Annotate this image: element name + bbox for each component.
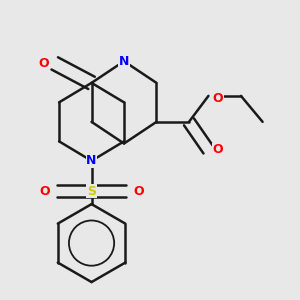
Text: O: O: [39, 57, 49, 70]
Text: S: S: [87, 184, 96, 198]
Text: N: N: [119, 55, 129, 68]
Text: O: O: [213, 143, 223, 157]
Text: O: O: [40, 184, 50, 198]
Text: O: O: [213, 92, 223, 104]
Text: N: N: [86, 154, 97, 167]
Text: O: O: [133, 184, 144, 198]
